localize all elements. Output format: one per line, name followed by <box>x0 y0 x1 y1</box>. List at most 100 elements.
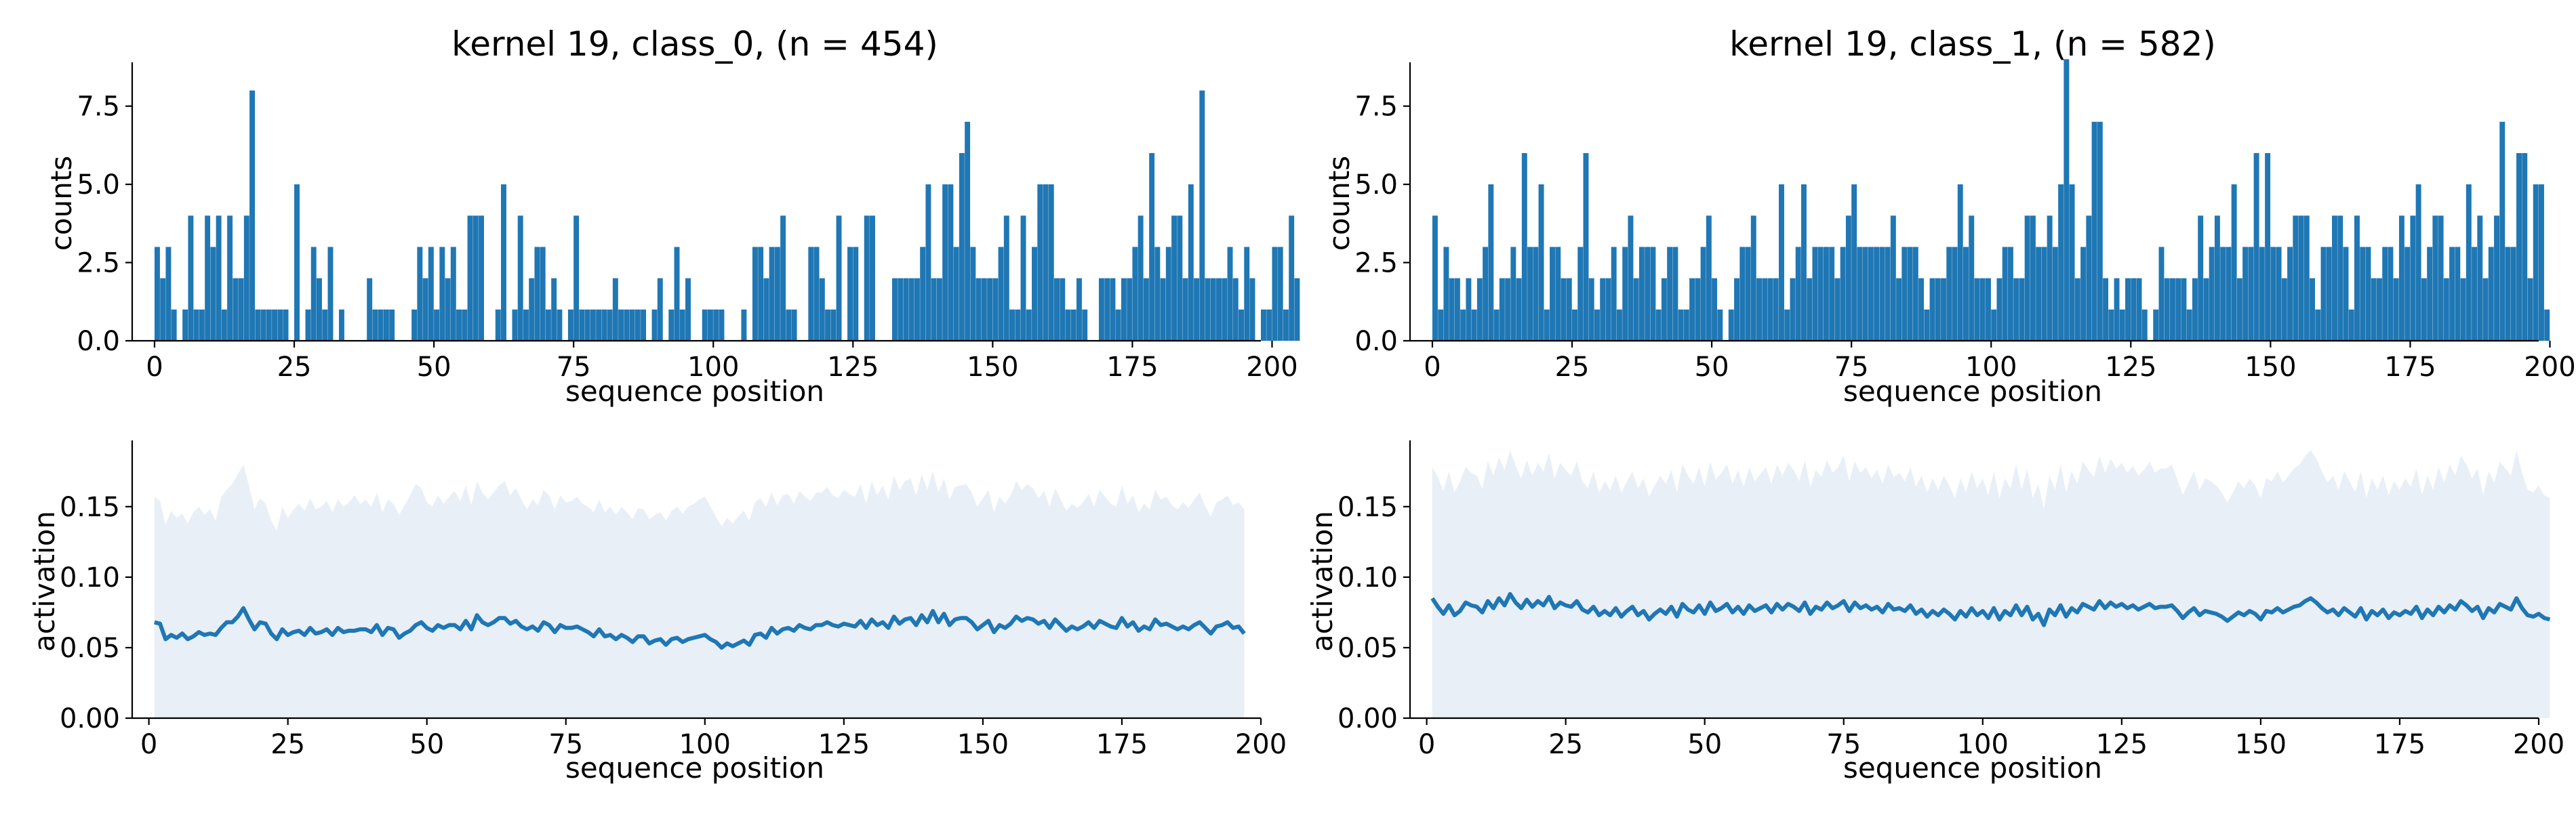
histogram-bar <box>2482 278 2489 341</box>
histogram-bar <box>1779 184 1784 341</box>
histogram-bar <box>1194 278 1200 341</box>
x-tick-label: 125 <box>2105 352 2156 383</box>
histogram-bar <box>2421 278 2427 341</box>
x-tick-label: 125 <box>827 352 879 383</box>
histogram-bar <box>272 309 278 341</box>
histogram-bar <box>2158 247 2165 341</box>
histogram-bar <box>1249 278 1255 341</box>
histogram-bar <box>1132 247 1138 341</box>
histogram-bar <box>1020 215 1026 341</box>
histogram-bar <box>2348 309 2354 341</box>
histogram-bar <box>456 309 462 341</box>
histogram-bar <box>160 278 166 341</box>
histogram-bar <box>908 278 914 341</box>
histogram-bar <box>864 215 870 341</box>
x-tick-label: 75 <box>1826 729 1861 760</box>
histogram-bar <box>1817 247 1824 341</box>
x-axis-label: sequence position <box>1843 751 2102 785</box>
histogram-bar <box>1471 309 1477 341</box>
histogram-bar <box>2047 215 2053 341</box>
histogram-bar <box>2253 152 2259 341</box>
histogram-bar <box>987 278 993 341</box>
histogram-bar <box>1963 247 1969 341</box>
histogram-bar <box>1728 309 1734 341</box>
histogram-bar <box>719 309 725 341</box>
histogram-bar <box>2169 278 2175 341</box>
histogram-bar <box>2019 278 2025 341</box>
histogram-bar <box>2303 215 2310 341</box>
histogram-bar <box>450 247 456 341</box>
histogram-bar <box>2438 215 2444 341</box>
x-tick-label: 50 <box>417 352 451 383</box>
histogram-bar <box>2539 184 2544 341</box>
histogram-bar <box>467 215 473 341</box>
histogram-bar <box>283 309 289 341</box>
histogram-bar <box>1505 278 1511 341</box>
histogram-bar <box>847 247 853 341</box>
histogram-bar <box>210 247 216 341</box>
histogram-bar <box>2013 278 2019 341</box>
histogram-bar <box>171 309 177 341</box>
y-axis-label: activation <box>1306 511 1339 652</box>
x-tick-label: 175 <box>1106 352 1158 383</box>
histogram-bar <box>702 309 708 341</box>
histogram-bar <box>1043 184 1049 341</box>
histogram-bar <box>607 309 613 341</box>
histogram-bar <box>216 215 222 341</box>
axes: 0 25 50 75 100 125 150 175 200 0.0 2.5 5.0 7.5 <box>1354 62 2576 383</box>
histogram-bar <box>1840 247 1846 341</box>
histogram-bar <box>891 278 898 341</box>
histogram-bar <box>2153 309 2159 341</box>
histogram-bar <box>2376 278 2382 341</box>
histogram-bar <box>2131 278 2137 341</box>
histogram-bar <box>551 278 557 341</box>
histogram-bar <box>1227 247 1233 341</box>
histogram-bar <box>2265 152 2271 341</box>
histogram-bar <box>1800 184 1807 341</box>
histogram-bar <box>2343 247 2349 341</box>
x-tick-label: 75 <box>557 352 591 383</box>
x-axis-label: sequence position <box>565 375 824 408</box>
histogram-bar <box>317 278 322 341</box>
histogram-bar <box>752 247 758 341</box>
histogram-bar <box>1210 278 1216 341</box>
activation-class-0: 0 25 50 75 100 125 150 175 200 0.00 0.05 0.10 0.15 s… <box>28 440 1287 785</box>
histogram-bar <box>1695 278 1701 341</box>
histogram-bar <box>1834 278 1840 341</box>
histogram-bar <box>741 309 747 341</box>
y-tick-label: 0.15 <box>60 492 120 523</box>
histogram-bar <box>1868 247 1874 341</box>
histogram-bar <box>685 278 691 341</box>
histogram-bar <box>1032 247 1037 341</box>
histogram-bar <box>1616 309 1622 341</box>
histogram-bar <box>1807 278 1813 341</box>
histogram-bar <box>2477 215 2483 341</box>
x-tick-label: 150 <box>2245 352 2296 383</box>
histogram-bar <box>322 309 328 341</box>
histogram-bar <box>2510 247 2516 341</box>
histogram-bar <box>1946 247 1952 341</box>
histogram-bar <box>1239 309 1244 341</box>
histogram-bar <box>472 215 479 341</box>
x-tick-label: 200 <box>1235 729 1287 760</box>
x-tick-label: 150 <box>2235 729 2287 760</box>
histogram-bar <box>931 278 937 341</box>
histogram-bar <box>1605 278 1611 341</box>
y-tick-label: 0.05 <box>1337 633 1398 664</box>
histogram-bar <box>1188 184 1194 341</box>
histogram-bar <box>1009 309 1015 341</box>
histogram-bar <box>165 247 172 341</box>
histogram-bar <box>1149 152 1155 341</box>
histogram-bar <box>2007 247 2013 341</box>
histogram-bar <box>2226 247 2232 341</box>
x-tick-label: 125 <box>2096 729 2148 760</box>
histogram-bar <box>1594 309 1600 341</box>
histogram-bar <box>2259 247 2265 341</box>
histogram-bar <box>1924 309 1930 341</box>
histogram-bar <box>674 247 680 341</box>
histogram-bar <box>1082 309 1088 341</box>
histogram-bar <box>1745 247 1751 341</box>
x-tick-label: 25 <box>277 352 312 383</box>
histogram-bar <box>389 309 395 341</box>
histogram-bar <box>1985 278 1991 341</box>
